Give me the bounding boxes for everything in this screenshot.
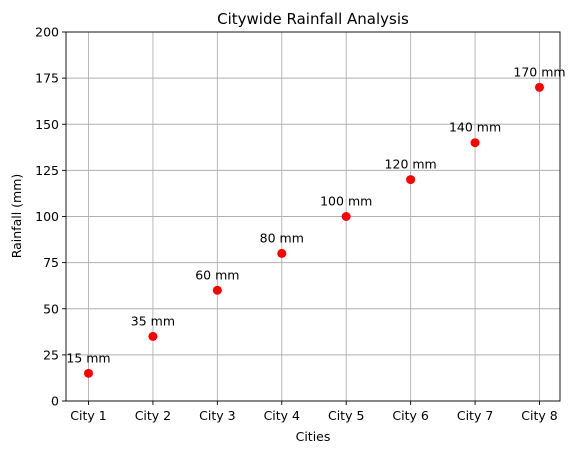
data-label: 60 mm (195, 267, 239, 282)
data-label: 80 mm (260, 230, 304, 245)
data-point (277, 248, 287, 258)
y-tick-label: 125 (35, 163, 59, 178)
x-tick-label: City 2 (135, 408, 171, 423)
y-tick-label: 100 (35, 209, 59, 224)
data-label: 140 mm (449, 120, 501, 135)
y-axis-label: Rainfall (mm) (9, 174, 24, 259)
x-tick-label: City 3 (199, 408, 235, 423)
y-tick-label: 50 (43, 301, 59, 316)
data-label: 35 mm (131, 313, 175, 328)
data-label: 15 mm (66, 350, 110, 365)
data-point (406, 175, 416, 185)
x-tick-label: City 8 (521, 408, 557, 423)
y-axis: 0 25 50 75 100 125 150 175 200 (35, 25, 66, 409)
data-label: 170 mm (513, 64, 565, 79)
y-tick-label: 0 (51, 394, 59, 409)
x-tick-label: City 6 (392, 408, 428, 423)
grid-lines (66, 31, 560, 402)
y-tick-label: 25 (43, 347, 59, 362)
x-axis: City 1 City 2 City 3 City 4 City 5 City 6 City… (70, 401, 558, 423)
data-label: 120 mm (385, 157, 437, 172)
x-tick-label: City 5 (328, 408, 364, 423)
data-points (84, 82, 544, 378)
data-labels: 15 mm 35 mm 60 mm 80 mm 100 mm 120 mm 140 mm 17… (66, 64, 565, 365)
y-tick-label: 175 (35, 71, 59, 86)
data-point (535, 82, 544, 92)
x-tick-label: City 4 (264, 408, 300, 423)
x-tick-label: City 1 (70, 408, 106, 423)
data-point (212, 285, 222, 295)
y-tick-label: 150 (35, 117, 59, 132)
data-point (148, 331, 158, 341)
chart-title: Citywide Rainfall Analysis (217, 10, 409, 28)
data-point (84, 368, 93, 378)
x-axis-label: Cities (296, 429, 331, 444)
y-tick-label: 75 (43, 255, 59, 270)
x-tick-label: City 7 (457, 408, 493, 423)
data-label: 100 mm (320, 194, 372, 209)
data-point (341, 212, 351, 221)
data-point (470, 138, 480, 148)
y-tick-label: 200 (35, 25, 59, 40)
